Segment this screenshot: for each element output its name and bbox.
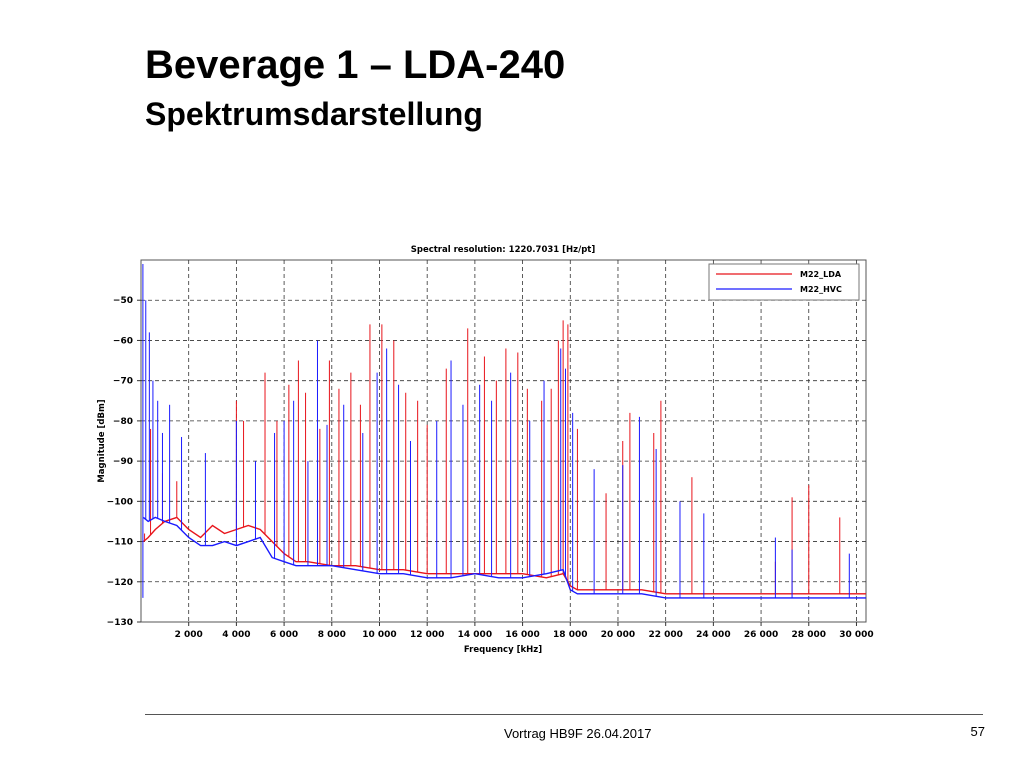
legend-box [708, 263, 860, 301]
grid-lines [141, 260, 866, 622]
y-tick-label: −50 [113, 296, 133, 306]
x-tick-label: 26 000 [744, 630, 778, 640]
y-tick-label: −90 [113, 457, 133, 467]
x-tick-label: 28 000 [792, 630, 826, 640]
y-tick-label: −120 [107, 578, 133, 588]
y-tick-label: −80 [113, 417, 133, 427]
y-tick-label: −70 [113, 377, 133, 387]
footer-divider [145, 714, 983, 715]
y-tick-label: −100 [107, 497, 133, 507]
chart-title: Spectral resolution: 1220.7031 [Hz/pt] [411, 245, 596, 255]
y-tick-label: −60 [113, 336, 133, 346]
x-tick-label: 24 000 [696, 630, 730, 640]
x-tick-label: 16 000 [505, 630, 539, 640]
y-tick-label: −110 [107, 538, 133, 548]
legend-label-lda: M22_LDA [800, 270, 842, 279]
legend-label-hvc: M22_HVC [800, 285, 842, 294]
x-tick-label: 4 000 [222, 630, 250, 640]
series-line-M22_HVC [142, 516, 866, 599]
x-tick-label: 2 000 [175, 630, 203, 640]
slide-subtitle: Spektrumsdarstellung [145, 96, 483, 132]
x-tick-label: 10 000 [362, 630, 396, 640]
series-group [142, 264, 866, 599]
plot-area [140, 259, 867, 623]
x-axis: 2 000 4 000 6 000 8 000 10 000 12 000 14 000 16… [175, 622, 874, 640]
y-tick-label: −130 [107, 618, 133, 628]
x-tick-label: 20 000 [601, 630, 635, 640]
x-axis-label: Frequency [kHz] [464, 645, 542, 655]
footer-text: Vortrag HB9F 26.04.2017 [504, 726, 652, 741]
x-tick-label: 6 000 [270, 630, 298, 640]
x-tick-label: 30 000 [839, 630, 873, 640]
x-tick-label: 18 000 [553, 630, 587, 640]
spectrum-chart: Spectral resolution: 1220.7031 [Hz/pt] 2… [97, 245, 874, 655]
page-number: 57 [970, 724, 985, 739]
legend: M22_LDA M22_HVC [708, 263, 860, 301]
y-axis: −130 −120 −110 −100 −90 −80 −70 −60 −50 [107, 296, 141, 628]
slide-title: Beverage 1 – LDA-240 [145, 43, 566, 87]
series-line-M22_LDA [142, 516, 866, 595]
y-axis-label: Magnitude [dBm] [97, 399, 107, 482]
x-tick-label: 14 000 [458, 630, 492, 640]
x-tick-label: 8 000 [318, 630, 346, 640]
x-tick-label: 12 000 [410, 630, 444, 640]
x-tick-label: 22 000 [648, 630, 682, 640]
